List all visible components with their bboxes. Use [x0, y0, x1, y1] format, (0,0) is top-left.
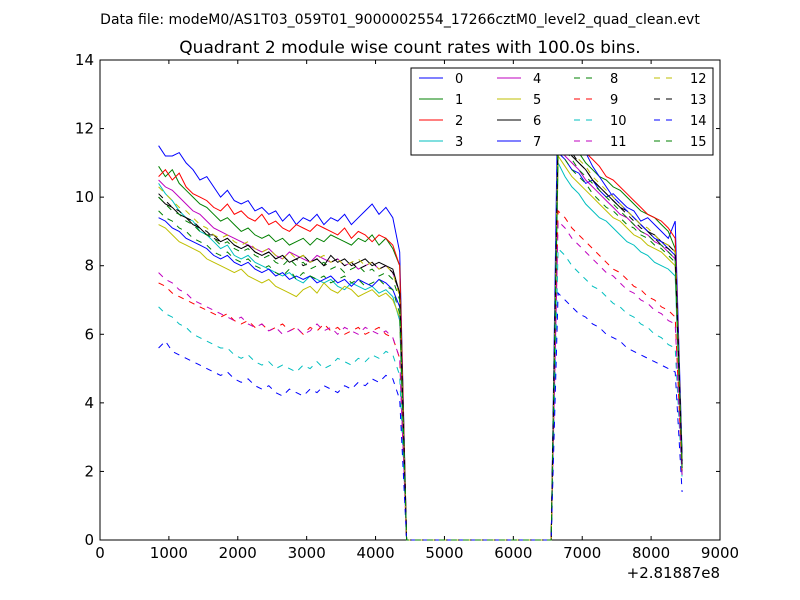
x-tick-label: 7000	[563, 544, 601, 562]
chart-title: Quadrant 2 module wise count rates with …	[179, 38, 640, 58]
y-tick-label: 8	[84, 257, 94, 275]
legend-label-15: 15	[690, 135, 707, 150]
x-tick-label: 9000	[701, 544, 739, 562]
legend-label-5: 5	[533, 93, 541, 108]
x-tick-label: 8000	[632, 544, 670, 562]
y-tick-label: 0	[84, 531, 94, 549]
x-tick-label: 0	[95, 544, 105, 562]
x-tick-label: 1000	[150, 544, 188, 562]
legend-label-14: 14	[690, 114, 707, 129]
y-tick-label: 14	[75, 51, 94, 69]
legend-label-3: 3	[455, 135, 463, 150]
legend-label-1: 1	[455, 93, 463, 108]
legend-label-7: 7	[533, 135, 541, 150]
legend-box	[410, 67, 714, 156]
series-line-13	[158, 130, 683, 541]
y-tick-label: 6	[84, 325, 94, 343]
legend-label-0: 0	[455, 72, 463, 87]
y-tick-label: 2	[84, 462, 94, 480]
legend-label-2: 2	[455, 114, 463, 129]
x-tick-label: 6000	[494, 544, 532, 562]
y-tick-label: 4	[84, 394, 94, 412]
x-tick-label: 4000	[356, 544, 394, 562]
series-line-10	[158, 247, 683, 541]
data-file-title: Data file: modeM0/AS1T03_059T01_90000025…	[100, 12, 700, 28]
legend-label-9: 9	[610, 93, 618, 108]
legend-label-8: 8	[610, 72, 618, 87]
legend-label-12: 12	[690, 72, 707, 87]
legend-label-6: 6	[533, 114, 541, 129]
y-tick-label: 10	[75, 188, 94, 206]
legend-label-13: 13	[690, 93, 707, 108]
series-lines	[158, 76, 683, 541]
legend-label-10: 10	[610, 114, 627, 129]
y-tick-label: 12	[75, 120, 94, 138]
series-line-14	[158, 291, 683, 541]
axis-ticks: 0 1000 2000 3000 4000 5000 6000 7000 8000 9000 0 2 4…	[75, 51, 739, 562]
x-tick-label: 5000	[425, 544, 463, 562]
x-axis-offset-label: +2.81887e8	[627, 564, 720, 582]
legend-label-11: 11	[610, 135, 627, 150]
x-tick-label: 2000	[219, 544, 257, 562]
x-tick-label: 3000	[288, 544, 326, 562]
series-line-15	[158, 137, 683, 541]
series-line-9	[158, 209, 683, 541]
legend-label-4: 4	[533, 72, 541, 87]
